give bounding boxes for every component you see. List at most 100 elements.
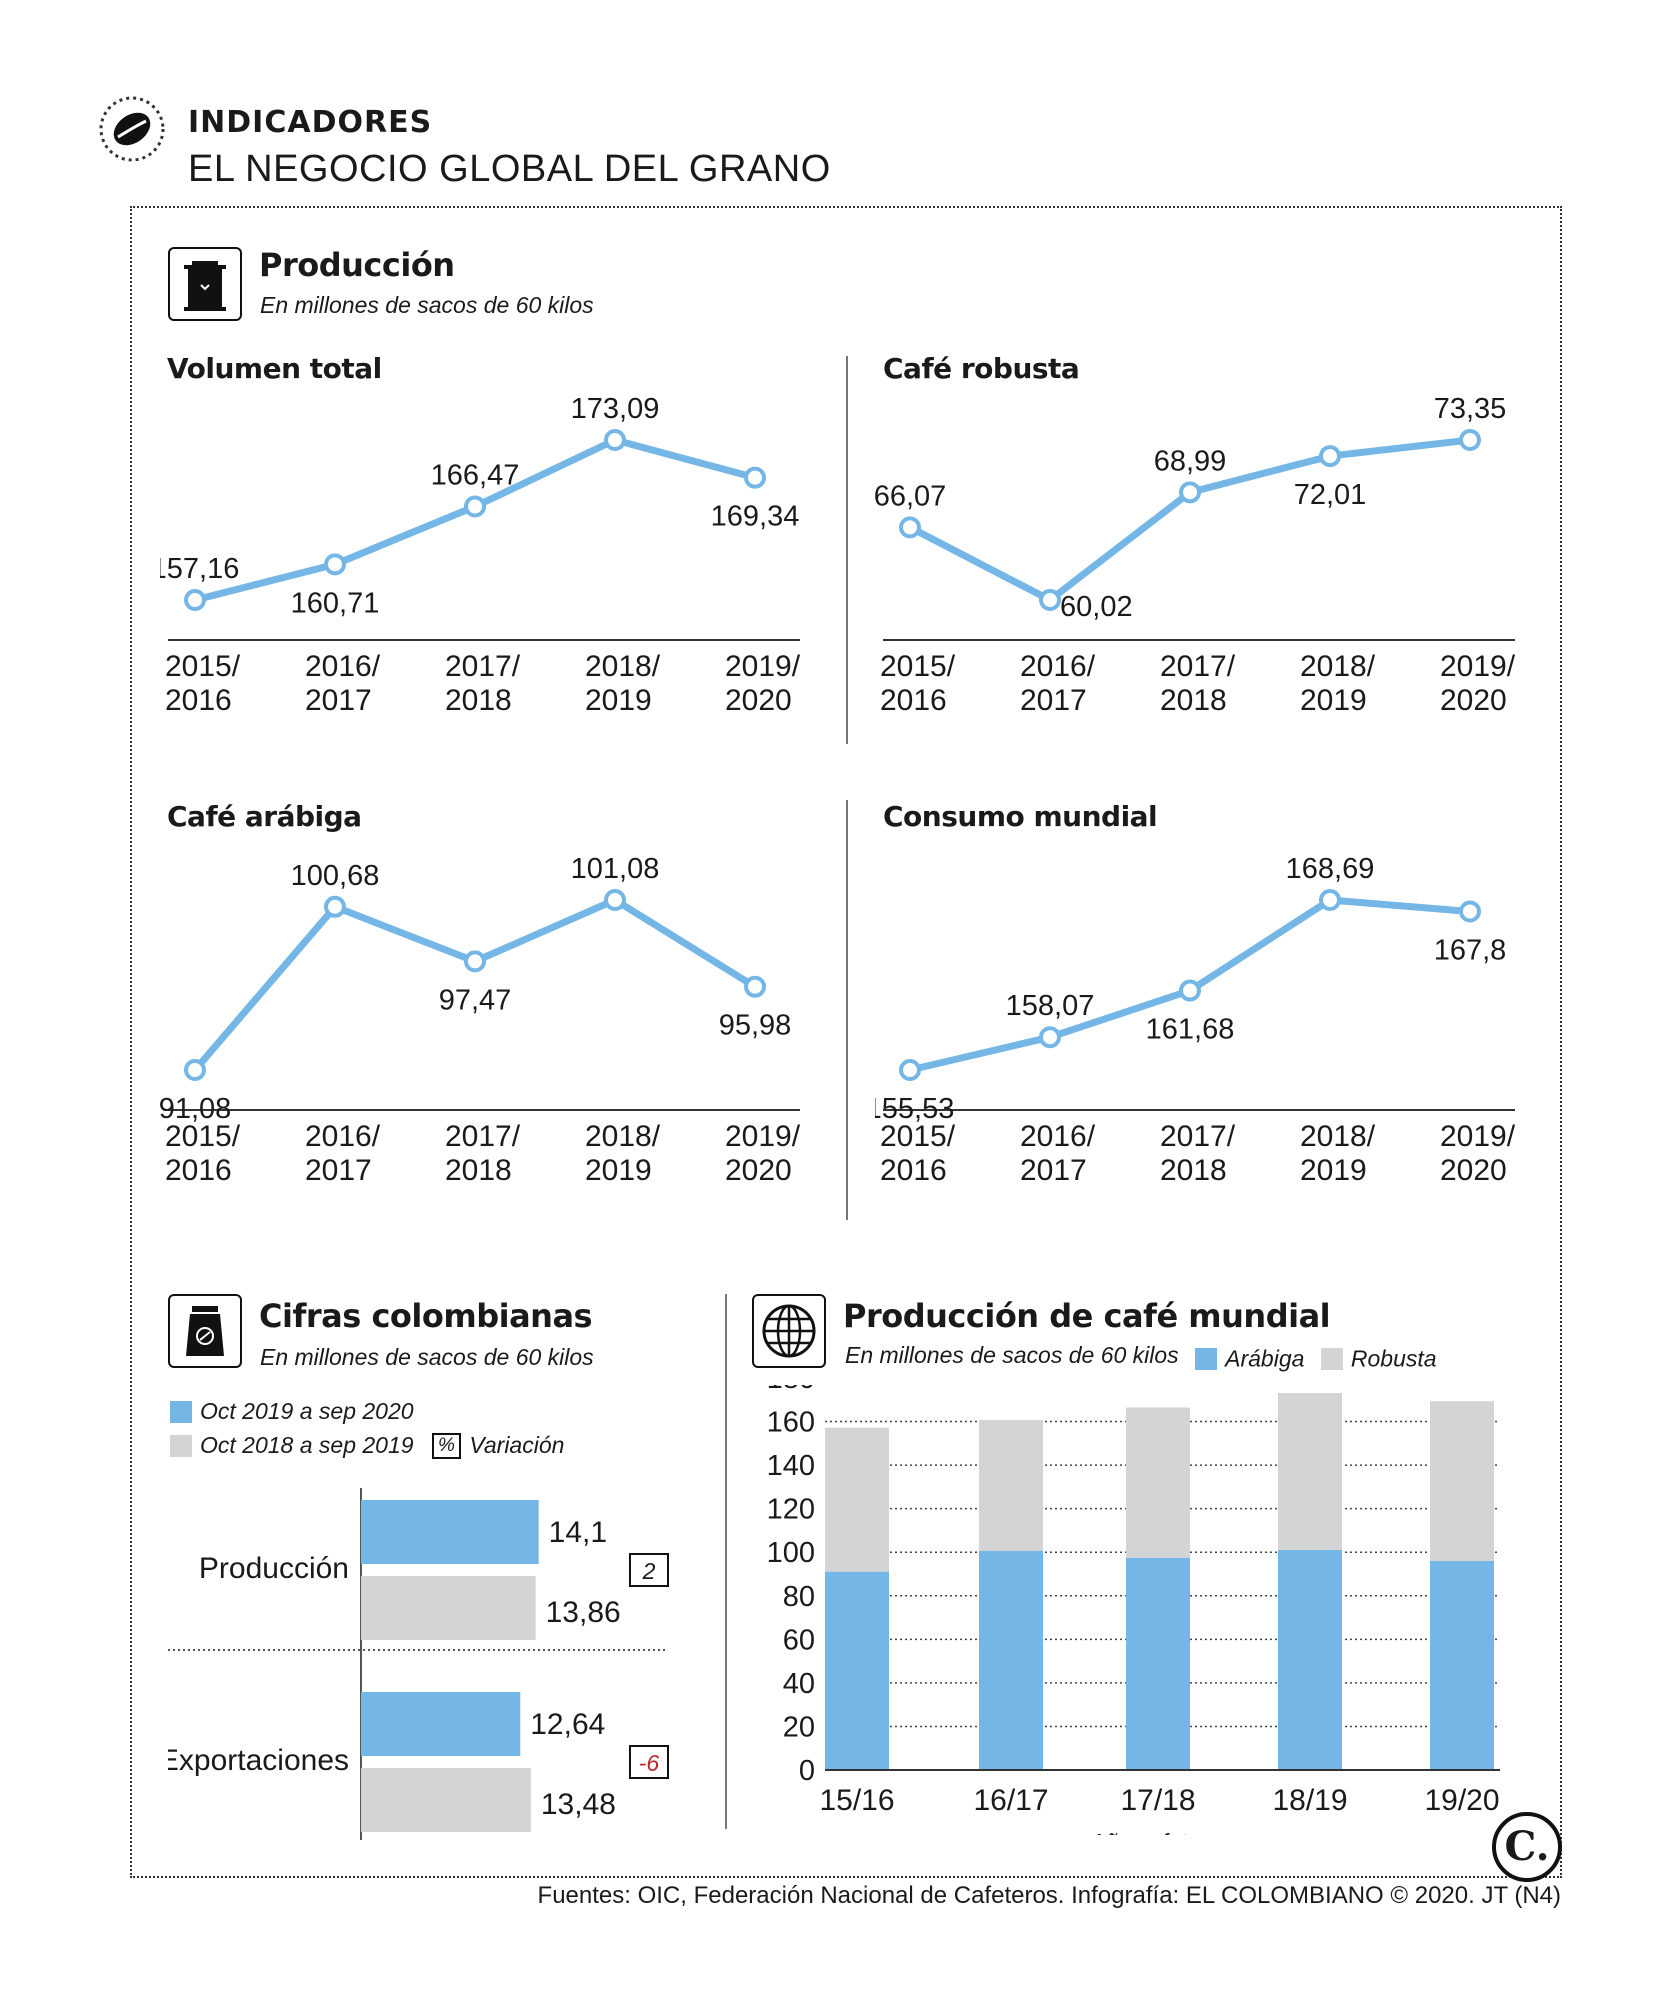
bar xyxy=(361,1768,531,1832)
data-point xyxy=(1319,889,1341,911)
data-point xyxy=(899,1059,921,1081)
data-label: 95,98 xyxy=(719,1010,792,1042)
data-point xyxy=(1459,429,1481,451)
legend-item-current: Oct 2019 a sep 2020 xyxy=(170,1398,414,1425)
x-tick-label: 2017/ xyxy=(445,650,521,683)
x-tick-label: 2018/ xyxy=(585,1120,661,1153)
world-stacked-bar-chart: 0 20 40 60 80 100 120 140 160 180 15/16 16/17 17/18 1… xyxy=(767,1385,1500,1835)
bar-arabica xyxy=(1126,1557,1190,1770)
x-tick-label: 2016/ xyxy=(1020,650,1096,683)
variation-value: -6 xyxy=(639,1750,660,1776)
data-label: 160,71 xyxy=(291,587,380,619)
x-tick-label: 2015/ xyxy=(880,1120,956,1153)
data-label: 72,01 xyxy=(1294,479,1367,511)
data-point xyxy=(1179,979,1201,1002)
bar-arabica xyxy=(1430,1560,1494,1770)
data-label: 166,47 xyxy=(431,459,520,491)
data-label: 161,68 xyxy=(1146,1014,1235,1046)
bar xyxy=(361,1576,536,1640)
y-tick-label: 140 xyxy=(767,1450,815,1482)
coffee-sack-icon-box xyxy=(168,247,242,321)
x-tick-label: 2017/ xyxy=(1160,650,1236,683)
bar-value-label: 14,1 xyxy=(549,1516,607,1549)
y-tick-label: 160 xyxy=(767,1407,815,1439)
kicker: INDICADORES xyxy=(188,105,433,140)
bar-value-label: 12,64 xyxy=(530,1708,605,1741)
bar-arabica xyxy=(1278,1549,1342,1770)
data-point xyxy=(464,950,486,973)
x-tick-label: 2017/ xyxy=(1160,1120,1236,1153)
category-label: Producción xyxy=(199,1552,349,1585)
divider xyxy=(725,1294,727,1829)
x-tick-label: 2019 xyxy=(585,684,652,717)
data-point xyxy=(1039,589,1061,611)
y-tick-label: 0 xyxy=(799,1755,815,1787)
variation-box xyxy=(629,1745,669,1779)
x-tick-label: 2018 xyxy=(445,1154,512,1187)
x-tick-label: 2016/ xyxy=(305,1120,381,1153)
data-label: 158,07 xyxy=(1006,990,1095,1022)
x-tick-label: 2020 xyxy=(725,684,792,717)
world-title: Producción de café mundial xyxy=(843,1297,1331,1335)
colombia-subtitle: En millones de sacos de 60 kilos xyxy=(260,1344,594,1370)
data-label: 169,34 xyxy=(711,501,800,533)
page-title: EL NEGOCIO GLOBAL DEL GRANO xyxy=(188,148,831,190)
bar-robusta xyxy=(979,1420,1043,1551)
legend-swatch-robusta xyxy=(1320,1347,1343,1370)
el-colombiano-logo: C. xyxy=(1492,1812,1562,1882)
bar-robusta xyxy=(825,1427,889,1572)
x-tick-label: 2020 xyxy=(1440,1154,1507,1187)
legend-swatch xyxy=(170,1434,192,1457)
x-tick-label: 2016 xyxy=(165,684,232,717)
data-label: 73,35 xyxy=(1434,393,1507,425)
x-tick-label: 2016/ xyxy=(305,650,381,683)
x-tick-label: 2016 xyxy=(165,1154,232,1187)
data-point xyxy=(324,895,346,918)
x-tick-label: 18/19 xyxy=(1272,1784,1347,1817)
x-tick-label: 19/20 xyxy=(1424,1784,1499,1817)
x-tick-label: 2015/ xyxy=(880,650,956,683)
variation-box xyxy=(629,1553,669,1587)
data-point xyxy=(1319,445,1341,468)
bar-arabica xyxy=(979,1550,1043,1770)
legend-swatch-arabica xyxy=(1195,1347,1218,1370)
colombia-title: Cifras colombianas xyxy=(259,1297,593,1335)
x-tick-label: 2016 xyxy=(880,684,947,717)
x-tick-label: 2016/ xyxy=(1020,1120,1096,1153)
divider xyxy=(846,356,848,744)
data-point xyxy=(604,429,626,451)
data-label: 101,08 xyxy=(571,853,660,885)
coffee-bag-icon-box xyxy=(168,1294,242,1368)
data-point xyxy=(1459,900,1481,923)
globe-icon-box xyxy=(752,1294,826,1368)
x-tick-label: 2018 xyxy=(1160,1154,1227,1187)
x-tick-label: 17/18 xyxy=(1120,1784,1195,1817)
data-label: 155,53 xyxy=(875,1093,954,1125)
coffee-bag-icon xyxy=(186,1306,224,1356)
x-tick-label: 2018/ xyxy=(1300,650,1376,683)
data-label: 68,99 xyxy=(1154,445,1227,477)
x-tick-label: 2018 xyxy=(445,684,512,717)
bar-value-label: 13,86 xyxy=(546,1596,621,1629)
x-tick-label: 2017 xyxy=(305,1154,372,1187)
data-label: 66,07 xyxy=(875,480,946,512)
x-tick-label: 2016 xyxy=(880,1154,947,1187)
legend-swatch xyxy=(170,1400,192,1423)
data-label: 168,69 xyxy=(1286,853,1375,885)
x-tick-label: 2018/ xyxy=(585,650,661,683)
chart-title-arabica: Café arábiga xyxy=(167,800,362,833)
data-label: 167,8 xyxy=(1434,934,1507,966)
x-tick-label: 15/16 xyxy=(819,1784,894,1817)
y-tick-label: 100 xyxy=(767,1537,815,1569)
bar xyxy=(361,1692,521,1756)
x-tick-label: 2019/ xyxy=(1440,650,1516,683)
x-tick-label: 2015/ xyxy=(165,1120,241,1153)
data-point xyxy=(184,589,206,611)
bar-robusta xyxy=(1126,1407,1190,1558)
bar xyxy=(361,1500,539,1564)
bar-value-label: 13,48 xyxy=(541,1788,616,1821)
bar-robusta xyxy=(1430,1401,1494,1561)
y-tick-label: 20 xyxy=(783,1711,815,1743)
